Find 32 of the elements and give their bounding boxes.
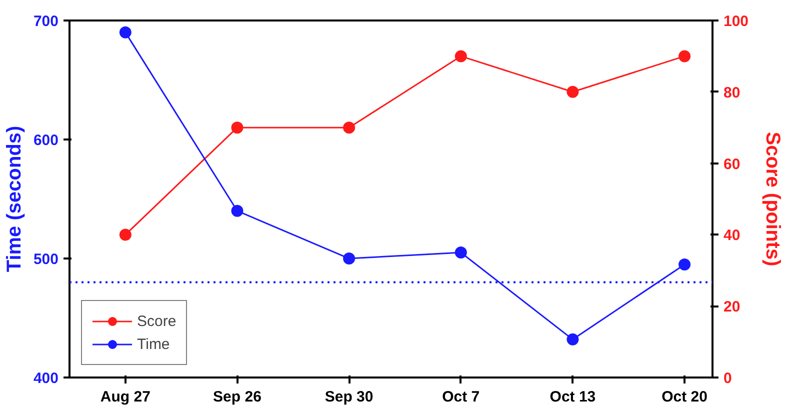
legend-label: Time (137, 336, 170, 352)
y2-tick-label: 60 (724, 156, 740, 173)
point (119, 228, 132, 241)
x-tick-label: Aug 27 (100, 388, 150, 406)
y2-tick-label: 0 (724, 370, 732, 387)
point (343, 122, 356, 134)
point (678, 50, 691, 62)
x-tick-label: Sep 26 (213, 388, 262, 406)
y2-tick-label: 80 (724, 84, 740, 102)
point (119, 26, 132, 38)
x-tick-label: Oct 20 (662, 388, 708, 406)
point (566, 333, 579, 346)
point (231, 122, 244, 134)
y-tick-label: 500 (33, 251, 59, 268)
point (454, 50, 467, 62)
point (678, 258, 691, 270)
x-tick-label: Oct 7 (442, 388, 480, 406)
y2-tick-label: 100 (724, 13, 749, 30)
y-tick-label: 700 (33, 13, 59, 30)
y-axis-title: Time (seconds) (3, 126, 26, 272)
y2-tick-label: 20 (724, 298, 740, 316)
x-tick-label: Oct 13 (550, 388, 596, 406)
point (343, 252, 356, 264)
y2-axis-title: Score (points) (762, 132, 784, 266)
y-tick-label: 600 (33, 132, 59, 149)
x-tick-label: Sep 30 (324, 388, 374, 406)
point (454, 246, 467, 259)
point (231, 204, 244, 217)
point (566, 86, 579, 98)
y2-tick-label: 40 (724, 227, 740, 244)
legend-label: Score (137, 312, 176, 330)
y-tick-label: 400 (33, 370, 59, 387)
